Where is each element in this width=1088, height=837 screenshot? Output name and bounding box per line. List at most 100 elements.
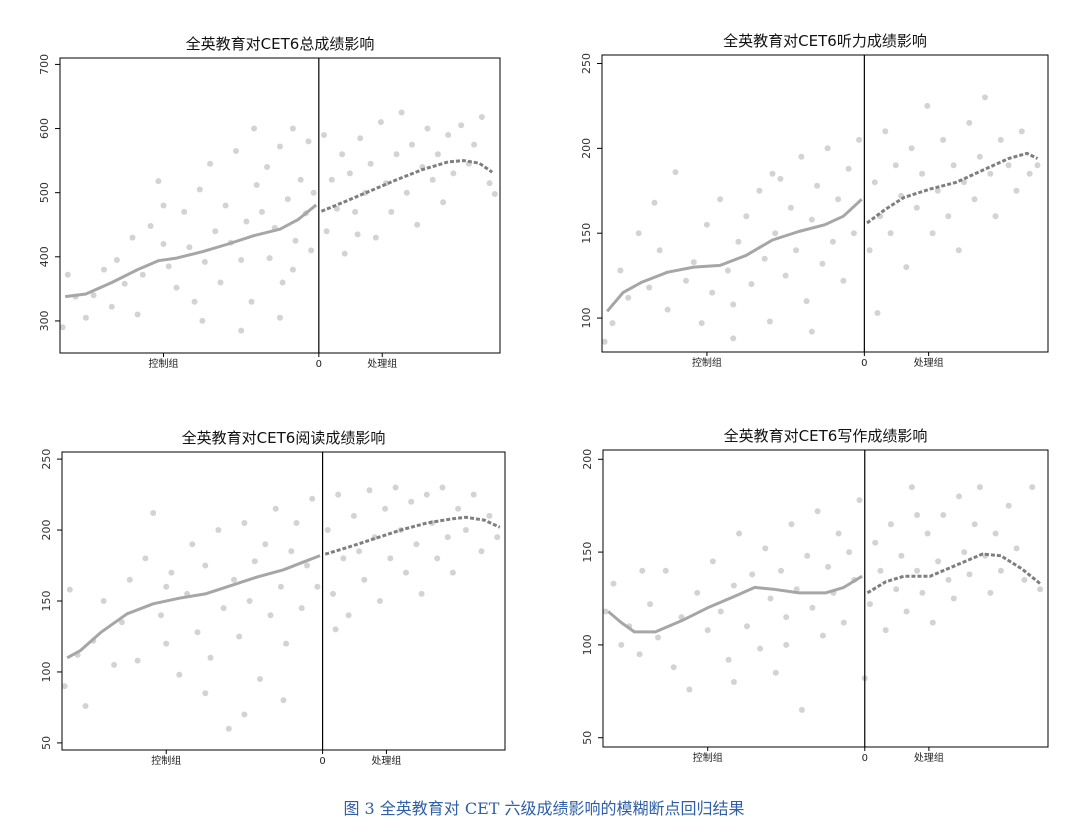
data-point <box>717 608 724 615</box>
data-point <box>64 271 71 278</box>
data-point <box>440 199 447 206</box>
data-point <box>709 289 716 296</box>
data-point <box>903 608 910 615</box>
data-point <box>819 260 826 267</box>
data-point <box>361 576 368 583</box>
data-point <box>950 595 957 602</box>
data-point <box>288 548 295 555</box>
data-point <box>283 640 290 647</box>
data-point <box>940 136 947 143</box>
data-point <box>783 641 790 648</box>
data-point <box>199 317 206 324</box>
data-point <box>924 530 931 537</box>
data-point <box>940 512 947 518</box>
data-point <box>189 541 196 548</box>
data-point <box>690 259 697 266</box>
data-point <box>997 567 1004 574</box>
data-point <box>357 135 364 142</box>
data-point <box>778 567 784 574</box>
data-point <box>163 583 170 590</box>
data-point <box>704 627 711 634</box>
data-point <box>196 186 203 193</box>
data-point <box>914 567 921 574</box>
data-point <box>272 505 279 512</box>
y-tick-label: 300 <box>38 310 51 331</box>
data-point <box>903 264 910 271</box>
data-point <box>424 125 431 132</box>
data-point <box>782 272 789 279</box>
data-point <box>892 162 899 169</box>
data-point <box>829 238 836 245</box>
data-point <box>101 266 107 273</box>
data-point <box>867 601 873 608</box>
data-point <box>176 671 183 678</box>
data-point <box>59 324 66 331</box>
data-point <box>111 661 118 668</box>
y-tick-label: 200 <box>580 138 593 159</box>
y-tick-label: 250 <box>580 53 593 74</box>
data-point <box>635 230 642 237</box>
chart-title: 全英教育对CET6写作成绩影响 <box>724 427 928 445</box>
data-point <box>730 582 737 589</box>
data-point <box>494 534 501 541</box>
plot-frame <box>59 57 501 354</box>
data-point <box>266 255 273 262</box>
data-point <box>804 552 811 559</box>
data-point <box>173 284 180 291</box>
data-point <box>1005 162 1012 169</box>
data-point <box>987 589 994 596</box>
plot-frame <box>61 451 506 751</box>
data-point <box>310 189 317 196</box>
data-point <box>646 284 653 291</box>
chart-panel-1: 全英教育对CET6总成绩影响 300 400 500 600 700 控制组 0 处理组 <box>38 35 501 370</box>
data-point <box>243 218 250 225</box>
data-point <box>1013 187 1020 194</box>
data-point <box>292 237 299 244</box>
data-point <box>246 598 253 604</box>
data-point <box>225 725 232 732</box>
data-point <box>655 634 661 641</box>
fit-line-treatment <box>324 515 501 556</box>
data-point <box>328 176 335 183</box>
data-point <box>388 208 395 215</box>
chart-panel-3: 全英教育对CET6阅读成绩影响 50 100 150 200 250 控制组 0 处理组 <box>40 429 506 767</box>
data-point <box>439 484 446 491</box>
data-point <box>121 280 128 287</box>
data-point <box>877 567 884 574</box>
data-point <box>262 541 269 548</box>
data-point <box>434 555 441 562</box>
data-point <box>882 128 889 135</box>
data-point <box>449 569 456 576</box>
data-point <box>656 247 663 254</box>
data-point <box>280 697 287 704</box>
y-tick-label: 200 <box>581 449 594 470</box>
data-point <box>352 208 359 215</box>
data-point <box>783 614 790 621</box>
data-point <box>220 605 227 612</box>
data-point <box>992 530 999 537</box>
data-point <box>808 216 815 223</box>
x-tick-label: 处理组 <box>371 754 401 767</box>
data-point <box>289 125 296 132</box>
y-tick-label: 250 <box>40 449 53 470</box>
data-point <box>777 175 784 182</box>
data-point <box>761 255 768 262</box>
data-point <box>743 213 750 220</box>
data-point <box>305 138 312 145</box>
data-point <box>757 645 764 652</box>
data-point <box>698 320 705 327</box>
x-tick-label: 0 <box>316 359 322 370</box>
data-point <box>639 567 646 574</box>
data-point <box>976 484 983 491</box>
data-point <box>212 228 219 235</box>
data-point <box>919 170 926 177</box>
data-point <box>253 182 260 188</box>
data-point <box>332 626 339 633</box>
data-point <box>491 191 498 197</box>
chart-title: 全英教育对CET6听力成绩影响 <box>723 32 927 50</box>
data-point <box>354 231 361 238</box>
data-point <box>201 258 208 265</box>
data-point <box>142 555 149 562</box>
data-point <box>672 169 679 176</box>
data-point <box>160 241 167 247</box>
